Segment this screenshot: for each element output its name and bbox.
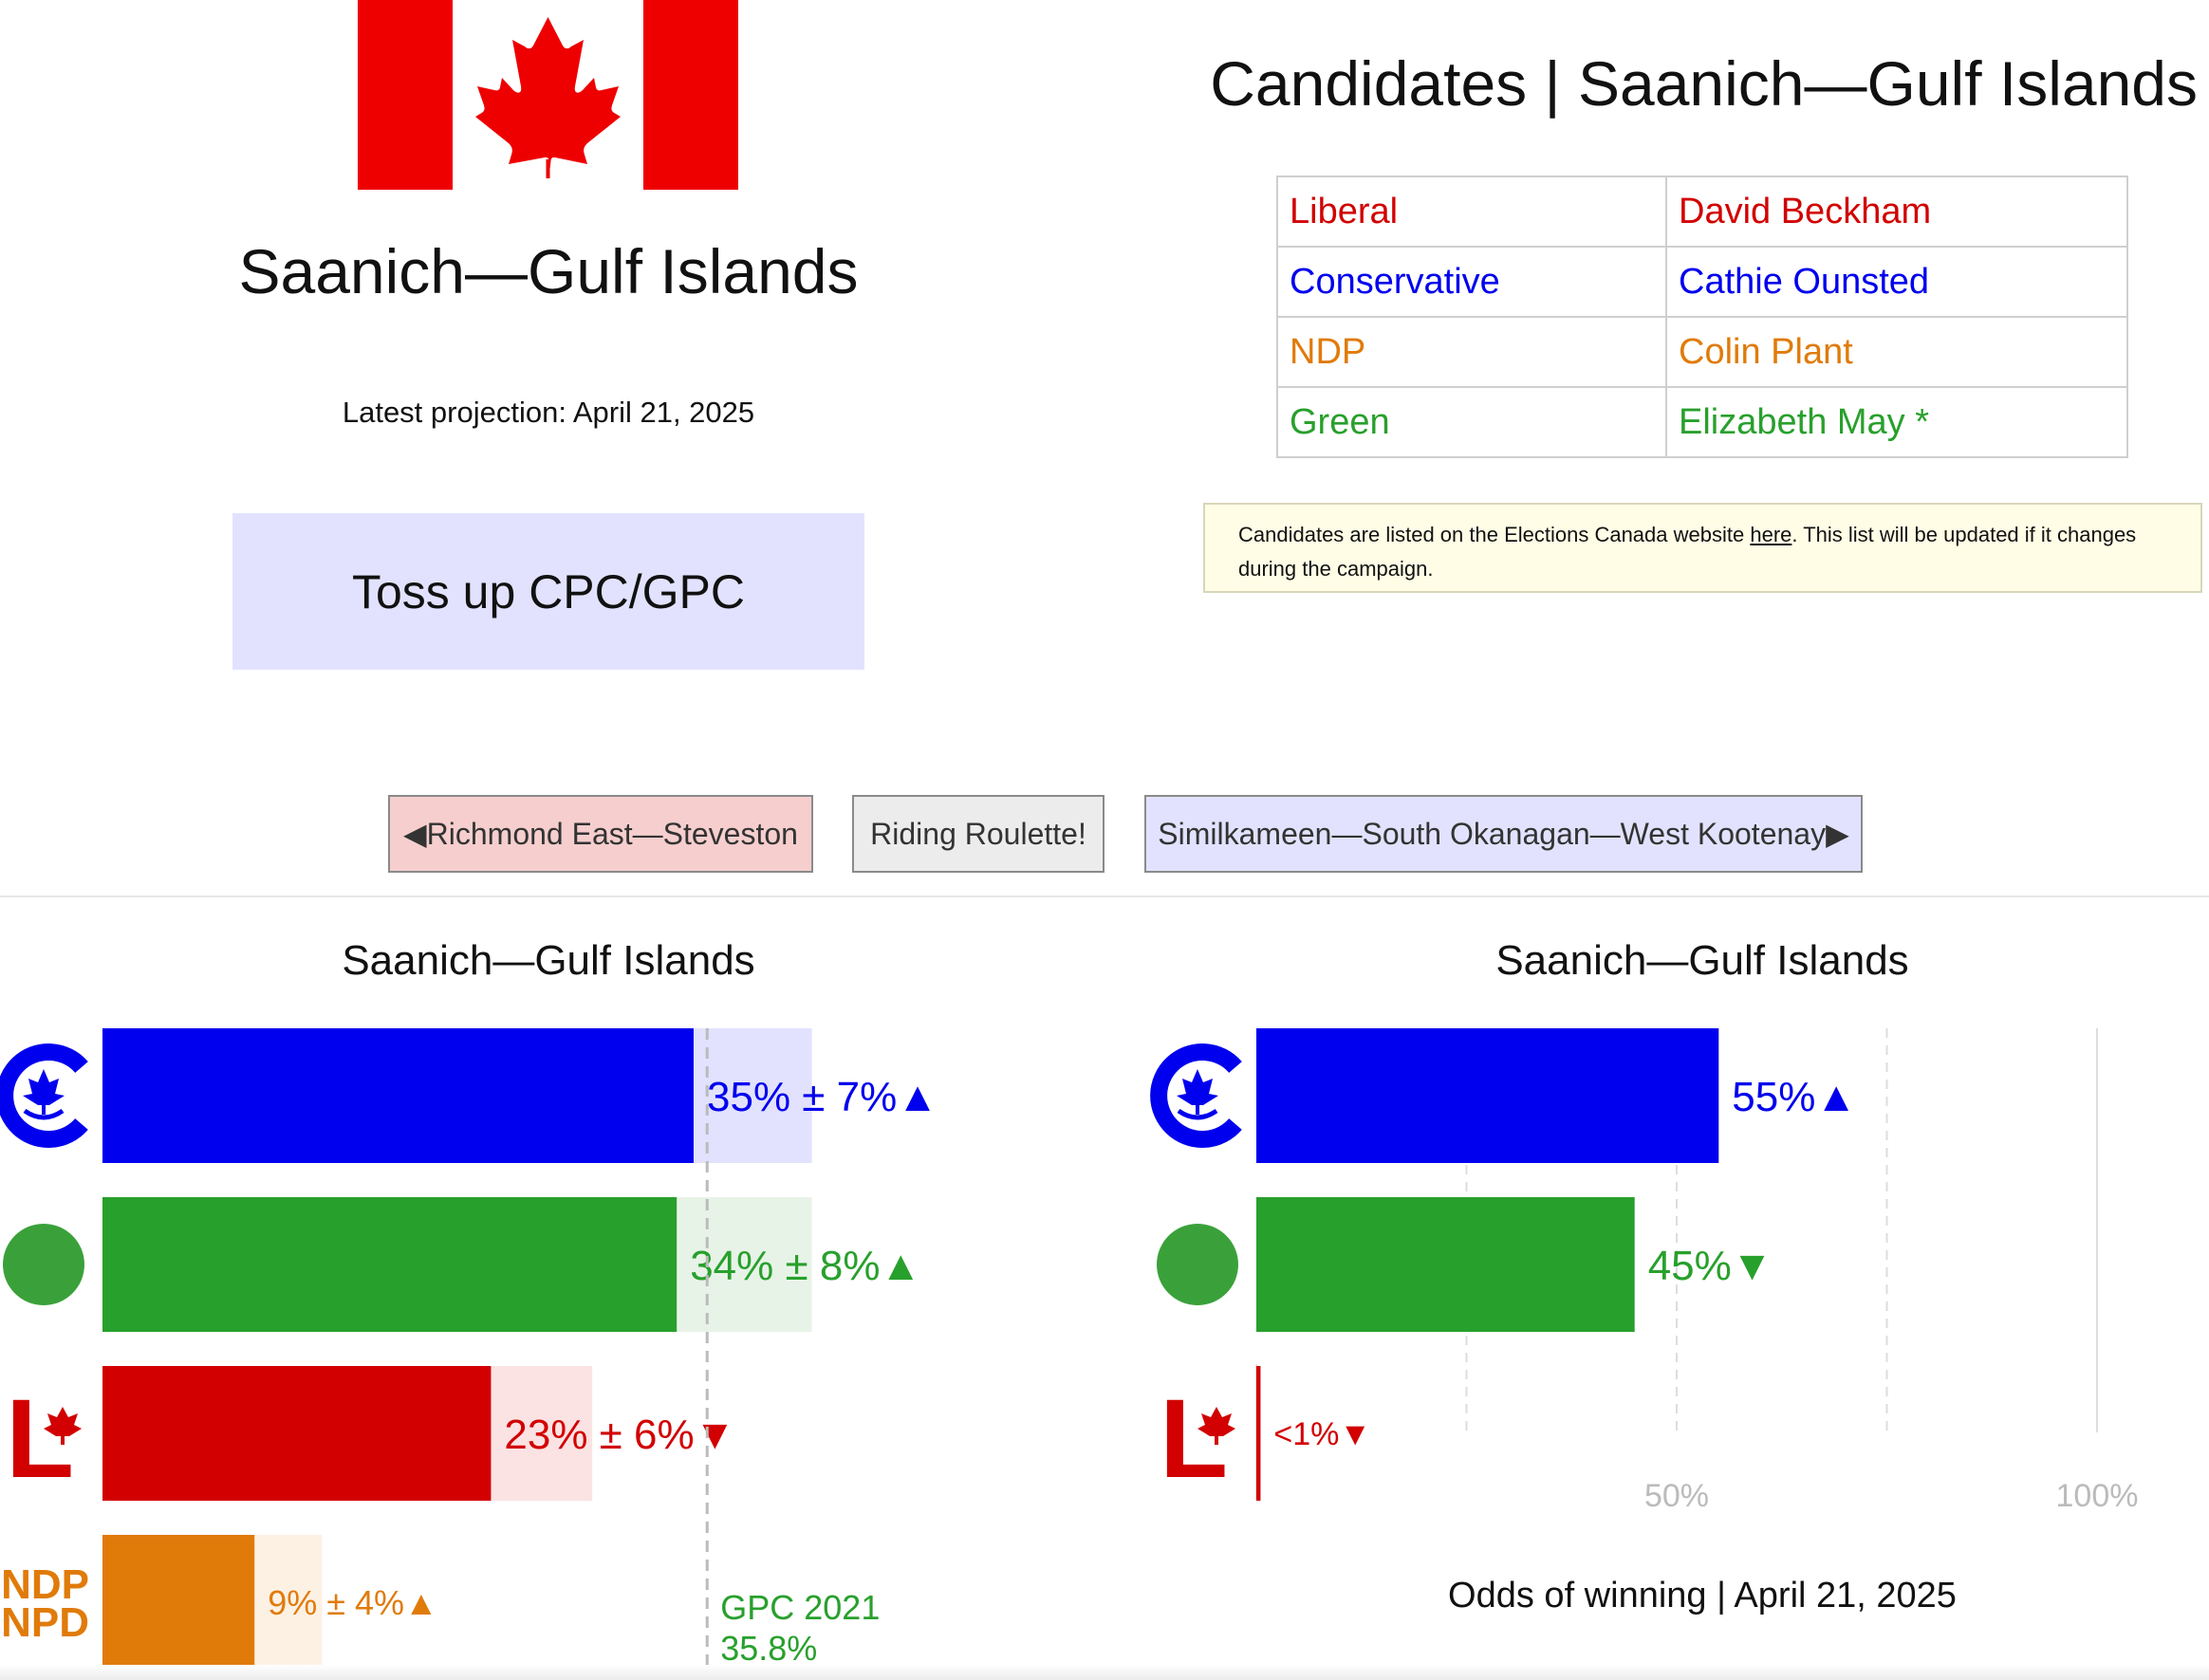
vote-bar-lpc xyxy=(102,1366,492,1501)
liberal-logo-icon: L xyxy=(1160,1376,1235,1502)
next-riding-button[interactable]: Similkameen—South Okanagan—West Kootenay… xyxy=(1144,795,1863,873)
conservative-logo-icon xyxy=(1150,1043,1242,1148)
odds-chart-title: Saanich—Gulf Islands xyxy=(1495,939,1908,984)
vote-value-label: 9% ± 4%▲ xyxy=(268,1583,437,1622)
party-cell: NDP xyxy=(1276,316,1667,388)
section-divider xyxy=(0,895,2209,897)
vote-value-label: 35% ± 7%▲ xyxy=(707,1074,938,1120)
vote-chart-title: Saanich—Gulf Islands xyxy=(342,939,754,984)
canada-flag-icon xyxy=(358,0,738,190)
projection-date: Latest projection: April 21, 2025 xyxy=(342,396,755,429)
table-row: Conservative Cathie Ounsted xyxy=(1276,246,2128,318)
elections-canada-link[interactable]: here xyxy=(1750,523,1792,546)
candidate-cell: David Beckham xyxy=(1665,175,2128,248)
table-row: Liberal David Beckham xyxy=(1276,175,2128,248)
candidates-table: Liberal David Beckham Conservative Cathi… xyxy=(1276,175,2128,458)
table-row: Green Elizabeth May * xyxy=(1276,386,2128,458)
conservative-logo-icon xyxy=(0,1043,88,1148)
odds-bars: 55%▲ 45%▼ <1%▼ xyxy=(1256,1028,1857,1501)
vote-bar-gpc xyxy=(102,1197,678,1332)
vote-bar-ndp xyxy=(102,1535,255,1670)
odds-value-label: 45%▼ xyxy=(1648,1243,1773,1289)
tick-label-50: 50% xyxy=(1644,1478,1709,1514)
candidates-title: Candidates | Saanich—Gulf Islands xyxy=(1210,48,2198,119)
tick-label-100: 100% xyxy=(2056,1478,2139,1514)
reference-value-label: 35.8% xyxy=(720,1629,817,1668)
svg-text:NDP: NDP xyxy=(1,1561,89,1608)
note-text: Candidates are listed on the Elections C… xyxy=(1238,523,1751,546)
candidates-note: Candidates are listed on the Elections C… xyxy=(1203,503,2202,593)
vote-value-label: 34% ± 8%▲ xyxy=(690,1243,921,1289)
riding-title: Saanich—Gulf Islands xyxy=(238,236,859,306)
vote-bar-cpc xyxy=(102,1028,694,1163)
riding-roulette-button[interactable]: Riding Roulette! xyxy=(852,795,1104,873)
green-logo-icon xyxy=(1157,1224,1238,1305)
candidate-cell: Colin Plant xyxy=(1665,316,2128,388)
projection-status-badge: Toss up CPC/GPC xyxy=(232,513,864,670)
odds-bar-gpc xyxy=(1256,1197,1635,1332)
liberal-logo-icon: L xyxy=(6,1376,82,1502)
vote-value-label: 23% ± 6%▼ xyxy=(504,1412,735,1458)
candidate-cell: Cathie Ounsted xyxy=(1665,246,2128,318)
odds-bar-cpc xyxy=(1256,1028,1719,1163)
svg-text:NPD: NPD xyxy=(1,1599,89,1646)
bottom-edge xyxy=(0,1665,2209,1680)
odds-bar-lpc xyxy=(1256,1366,1261,1501)
table-row: NDP Colin Plant xyxy=(1276,316,2128,388)
party-icons: L xyxy=(1150,1043,1242,1502)
reference-label: GPC 2021 xyxy=(720,1588,880,1627)
party-cell: Liberal xyxy=(1276,175,1667,248)
green-logo-icon xyxy=(3,1224,84,1305)
party-cell: Green xyxy=(1276,386,1667,458)
odds-of-winning-chart: Saanich—Gulf Islands L 55%▲45%▼<1%▼ 50% … xyxy=(1150,939,2139,1615)
vote-bars: 35% ± 7%▲ 34% ± 8%▲ 23% ± 6%▼ 9% ± 4%▲ xyxy=(102,1028,938,1670)
previous-riding-button[interactable]: ◀Richmond East—Steveston xyxy=(388,795,813,873)
candidate-cell: Elizabeth May * xyxy=(1665,386,2128,458)
note-text: . This list will be updated if it change… xyxy=(1238,523,2137,581)
party-cell: Conservative xyxy=(1276,246,1667,318)
odds-chart-xlabel: Odds of winning | April 21, 2025 xyxy=(1448,1576,1957,1615)
odds-value-label: 55%▲ xyxy=(1732,1074,1857,1120)
odds-value-label: <1%▼ xyxy=(1273,1416,1371,1452)
